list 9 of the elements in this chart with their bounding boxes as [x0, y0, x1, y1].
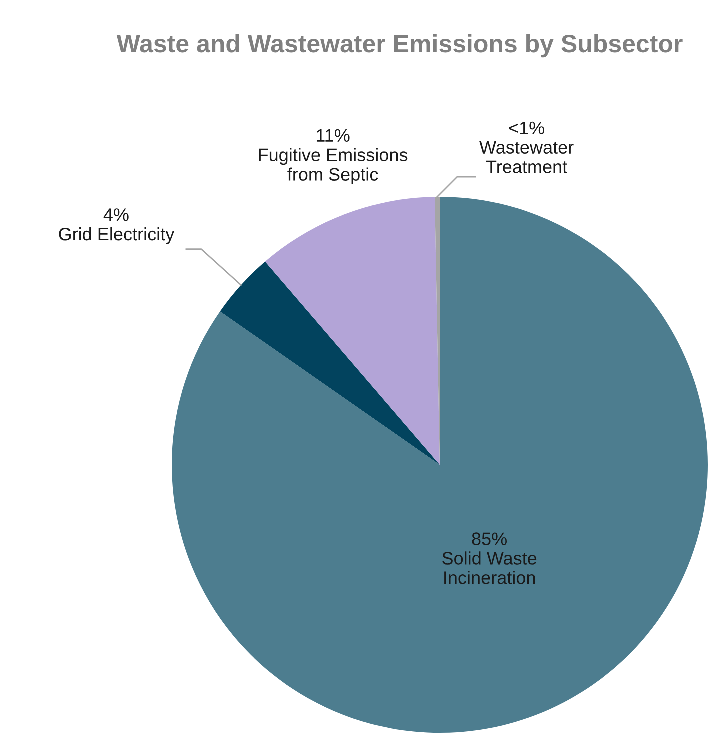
- slice-label: Solid Waste Incineration: [442, 552, 537, 584]
- data-label: 85%: [472, 532, 507, 546]
- slice-label: Fugitive Emissions from Septic: [259, 148, 408, 185]
- data-label: <1%: [509, 122, 544, 134]
- data-label: 4%: [104, 208, 129, 222]
- data-label: 11%: [316, 129, 350, 142]
- slice-label: Wastewater Treatment: [480, 141, 574, 174]
- chart-title: Waste and Wastewater Emissions by Subsector: [116, 34, 683, 58]
- slice-label: Grid Electricity: [59, 227, 175, 244]
